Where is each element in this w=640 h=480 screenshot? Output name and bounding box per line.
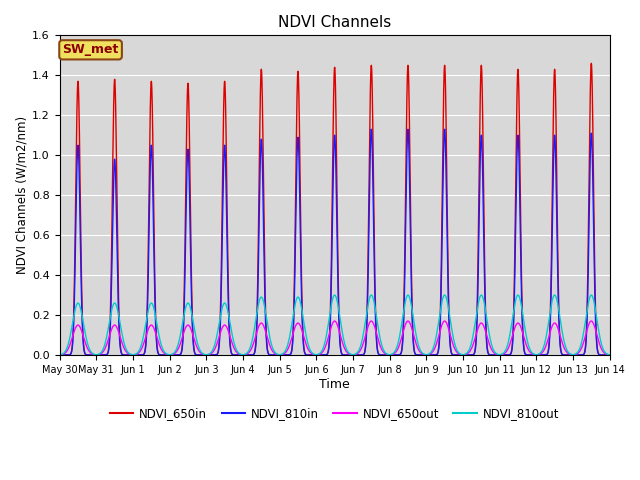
Legend: NDVI_650in, NDVI_810in, NDVI_650out, NDVI_810out: NDVI_650in, NDVI_810in, NDVI_650out, NDV… [105, 402, 564, 425]
Text: SW_met: SW_met [62, 43, 119, 56]
Title: NDVI Channels: NDVI Channels [278, 15, 391, 30]
Y-axis label: NDVI Channels (W/m2/nm): NDVI Channels (W/m2/nm) [15, 116, 28, 274]
X-axis label: Time: Time [319, 377, 350, 391]
